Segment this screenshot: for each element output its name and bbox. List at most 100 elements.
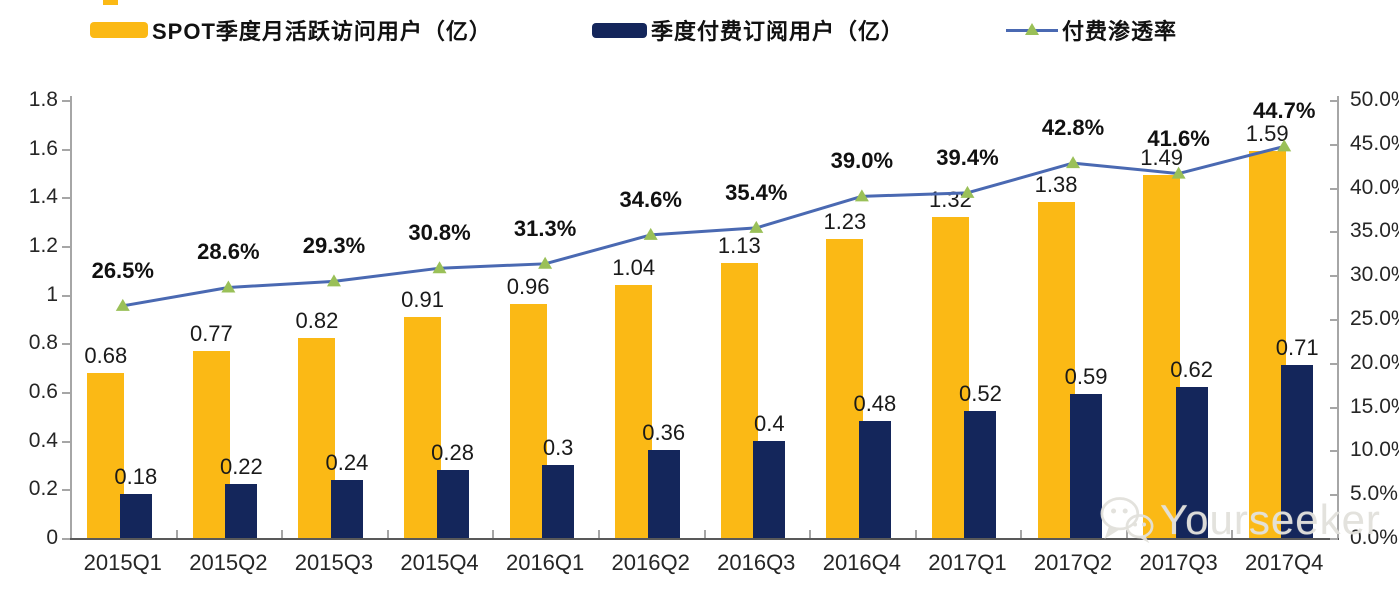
left-axis-tick-label: 1 xyxy=(46,282,58,306)
left-axis-tick xyxy=(62,538,70,540)
x-axis-category-label: 2016Q2 xyxy=(611,550,690,575)
penetration-marker-2016Q2 xyxy=(643,227,658,240)
x-axis-tick xyxy=(492,530,495,538)
penetration-label-2015Q2: 28.6% xyxy=(197,239,260,265)
penetration-series-label: 付费渗透率 xyxy=(1062,19,1178,44)
mau-bar-2016Q2 xyxy=(615,284,653,538)
mau-value-label-2016Q1: 0.96 xyxy=(506,274,550,300)
subs-bar-2017Q4 xyxy=(1281,365,1314,538)
penetration-series-swatch xyxy=(1006,22,1058,38)
penetration-marker-2016Q4 xyxy=(854,189,869,202)
subs-value-label-2016Q3: 0.4 xyxy=(753,410,785,436)
subs-value-label-2016Q4: 0.48 xyxy=(853,391,897,417)
left-axis-tick xyxy=(62,489,70,492)
left-axis-tick xyxy=(62,343,70,346)
mau-bar-2017Q4 xyxy=(1248,151,1286,538)
subs-bar-2015Q1 xyxy=(119,494,152,538)
x-axis-category-label: 2015Q4 xyxy=(400,550,479,575)
penetration-label-2016Q1: 31.3% xyxy=(513,215,577,241)
x-axis-category-label: 2015Q3 xyxy=(294,550,374,575)
penetration-label-2016Q2: 34.6% xyxy=(619,186,682,212)
right-axis-tick-label: 30.0% xyxy=(1350,263,1399,287)
subs-bar-2015Q4 xyxy=(436,469,469,538)
penetration-marker-2017Q1 xyxy=(960,185,975,198)
right-axis-line xyxy=(1337,96,1339,538)
x-axis-tick xyxy=(703,530,706,538)
penetration-marker-2016Q1 xyxy=(538,256,553,269)
right-axis-tick-label: 20.0% xyxy=(1350,350,1399,374)
x-axis-tick xyxy=(1337,530,1339,538)
right-axis-tick xyxy=(1330,362,1338,365)
subs-bar-2015Q2 xyxy=(225,484,258,538)
subs-value-label-2017Q4: 0.71 xyxy=(1275,335,1319,361)
penetration-label-2015Q4: 30.8% xyxy=(408,220,471,246)
x-axis-category-label: 2016Q4 xyxy=(822,550,902,575)
x-axis-tick xyxy=(914,530,917,538)
mau-bar-2017Q2 xyxy=(1037,202,1075,538)
left-axis-tick-label: 0.8 xyxy=(28,331,58,355)
left-axis-tick-label: 1.6 xyxy=(28,136,58,160)
left-axis-tick xyxy=(62,440,70,443)
x-axis-category-label: 2016Q3 xyxy=(717,550,796,575)
right-axis-tick-label: 35.0% xyxy=(1350,219,1399,243)
mau-value-label-2017Q3: 1.49 xyxy=(1140,145,1184,171)
subs-series-swatch xyxy=(592,22,647,38)
subs-value-label-2015Q3: 0.24 xyxy=(325,449,369,475)
subs-value-label-2017Q2: 0.59 xyxy=(1064,364,1108,390)
right-axis-tick-label: 50.0% xyxy=(1350,88,1399,111)
penetration-label-2017Q1: 39.4% xyxy=(936,144,999,170)
mau-bar-2015Q1 xyxy=(87,372,125,538)
x-axis-category-label: 2015Q1 xyxy=(83,550,162,575)
penetration-label-2017Q2: 42.8% xyxy=(1041,115,1105,141)
subs-bar-2016Q2 xyxy=(647,450,680,538)
mau-series-label: SPOT季度月活跃访问用户（亿） xyxy=(152,19,492,44)
subs-bar-2017Q2 xyxy=(1070,394,1103,538)
x-axis-tick xyxy=(386,530,389,538)
left-axis-tick xyxy=(62,197,70,200)
penetration-label-2015Q1: 26.5% xyxy=(91,257,154,283)
subs-value-label-2016Q1: 0.3 xyxy=(542,435,574,460)
x-axis-tick xyxy=(597,530,600,538)
cropped-legend-artifact xyxy=(103,0,118,5)
subs-series-label: 季度付费订阅用户（亿） xyxy=(651,19,905,44)
penetration-marker-2015Q3 xyxy=(326,274,341,287)
mau-bar-2017Q3 xyxy=(1143,175,1181,538)
penetration-label-2015Q3: 29.3% xyxy=(302,233,366,259)
right-axis-tick-label: 10.0% xyxy=(1350,438,1399,462)
left-axis-tick-label: 0.4 xyxy=(28,428,58,452)
mau-bar-2016Q4 xyxy=(826,238,864,538)
right-axis-tick-label: 0.0% xyxy=(1350,526,1398,549)
subs-bar-2017Q3 xyxy=(1175,387,1208,538)
right-axis-tick-label: 25.0% xyxy=(1350,307,1399,330)
subs-value-label-2016Q2: 0.36 xyxy=(642,420,686,446)
penetration-label-2016Q4: 39.0% xyxy=(830,148,894,174)
legend-item-subs: 季度付费订阅用户（亿） xyxy=(592,16,904,44)
x-axis-tick xyxy=(281,530,284,538)
right-axis-tick-label: 15.0% xyxy=(1350,394,1399,418)
left-axis-tick-label: 1.4 xyxy=(28,185,58,209)
x-axis-tick xyxy=(175,530,178,538)
penetration-marker-2015Q1 xyxy=(115,298,130,311)
mau-value-label-2016Q2: 1.04 xyxy=(612,254,656,280)
right-axis-tick xyxy=(1330,143,1338,146)
x-axis-category-label: 2017Q4 xyxy=(1245,550,1324,575)
mau-series-swatch xyxy=(90,22,148,38)
x-axis-tick xyxy=(70,530,72,538)
subs-bar-2016Q1 xyxy=(542,465,575,538)
left-axis-tick xyxy=(62,246,70,248)
left-axis-tick xyxy=(62,100,70,102)
subs-value-label-2017Q1: 0.52 xyxy=(959,381,1002,407)
penetration-marker-2016Q3 xyxy=(749,220,764,233)
left-axis-tick xyxy=(62,392,70,394)
right-axis-tick xyxy=(1330,231,1338,234)
mau-value-label-2015Q2: 0.77 xyxy=(189,320,233,346)
left-axis-tick xyxy=(62,148,70,151)
mau-value-label-2015Q1: 0.68 xyxy=(84,342,128,368)
mau-bar-2015Q4 xyxy=(404,316,442,538)
right-axis-tick xyxy=(1330,275,1338,278)
left-axis-tick-label: 1.8 xyxy=(28,88,58,111)
penetration-marker-2017Q4 xyxy=(1277,139,1292,152)
legend-item-mau: SPOT季度月活跃访问用户（亿） xyxy=(90,16,492,44)
right-axis-tick-label: 5.0% xyxy=(1350,482,1398,506)
